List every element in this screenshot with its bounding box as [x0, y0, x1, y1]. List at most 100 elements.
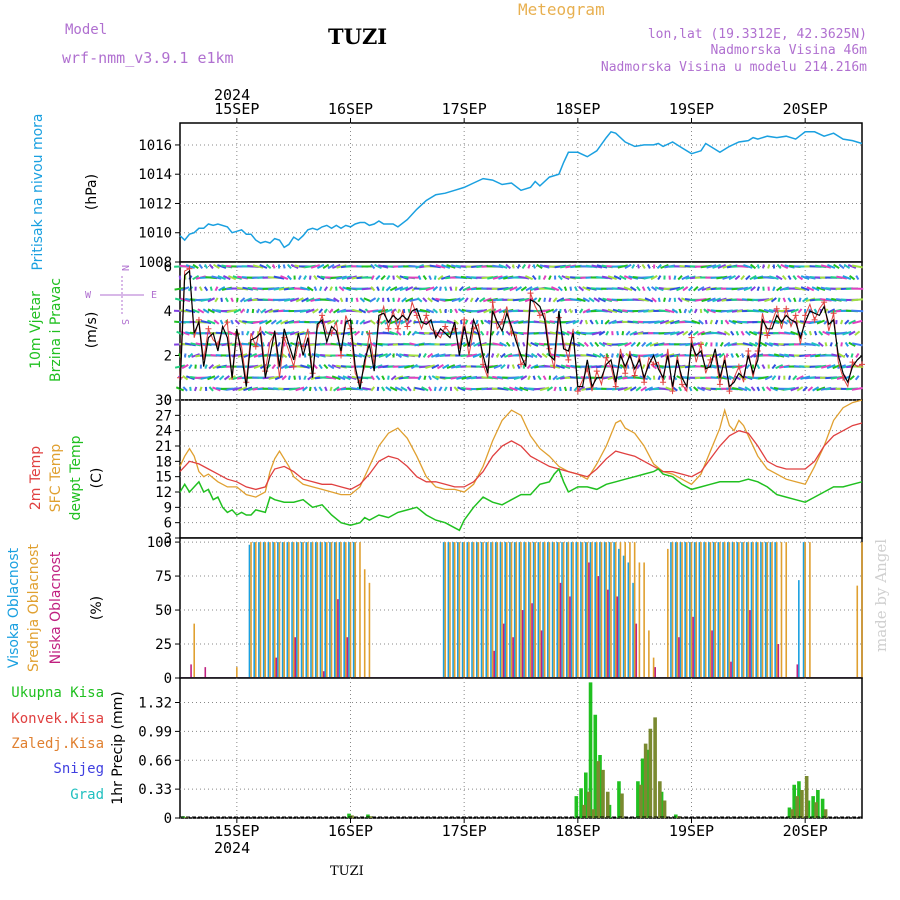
wind-arrow	[802, 386, 808, 392]
precip-conv-bar	[790, 809, 795, 818]
wind-arrow	[621, 331, 625, 336]
wind-arrow	[313, 286, 318, 292]
wind-arrow	[217, 275, 226, 281]
precip-conv-bar	[591, 809, 596, 818]
wind-arrow	[406, 386, 412, 392]
wind-arrow	[305, 308, 315, 314]
wind-gust-marker	[745, 348, 752, 355]
wind-arrow	[520, 286, 527, 292]
precip-conv-bar	[639, 784, 643, 818]
wind-arrow	[306, 286, 314, 292]
wind-arrow	[699, 308, 703, 314]
wind-arrow	[228, 275, 237, 281]
wind-arrow	[224, 297, 229, 303]
wind-arrow	[844, 352, 849, 358]
wind-arrow	[530, 352, 538, 359]
wind-arrow	[719, 341, 724, 347]
wind-arrow	[454, 308, 459, 314]
wind-arrow	[657, 275, 662, 281]
wind-arrow	[271, 364, 277, 370]
wind-arrow	[804, 342, 816, 347]
wind-arrow	[209, 286, 213, 291]
wind-arrow	[211, 275, 222, 280]
wind-arrow	[400, 319, 408, 325]
cloud-unit: (%)	[89, 596, 105, 620]
ytick-label: 0	[164, 671, 172, 687]
wind-arrow	[518, 297, 530, 302]
wind-arrow	[355, 297, 359, 303]
wind-arrow	[318, 386, 323, 392]
wind-gust-marker	[811, 316, 818, 323]
wind-arrow	[542, 275, 547, 281]
wind-arrow	[594, 319, 599, 325]
wind-arrow	[764, 341, 773, 347]
wind-arrow	[553, 386, 557, 392]
wind-gust-marker	[631, 372, 638, 379]
wind-arrow	[576, 297, 586, 303]
wind-gust-marker	[461, 316, 468, 323]
day-label-top: 17SEP	[442, 100, 487, 118]
wind-arrow	[431, 353, 440, 358]
t2m-line	[179, 422, 863, 491]
precip-legend-4: Grad	[70, 787, 104, 803]
wind-arrow	[831, 353, 842, 358]
wind-arrow	[750, 286, 756, 292]
wind-arrow	[811, 341, 821, 347]
ytick-label: 12	[155, 485, 172, 501]
wind-arrow	[644, 386, 654, 392]
wind-arrow	[677, 274, 683, 281]
wind-arrow	[612, 364, 623, 369]
wind-arrow	[701, 297, 712, 303]
wind-arrow	[645, 341, 653, 347]
wind-arrow	[676, 286, 685, 292]
wind-arrow	[714, 319, 719, 325]
wind-arrow	[492, 275, 503, 280]
wind-arrow	[696, 386, 706, 392]
wind-arrow	[512, 264, 515, 269]
wind-arrow	[613, 275, 622, 281]
model-altitude-label: Nadmorska Visina u modelu 214.216m	[601, 60, 867, 75]
wind-arrow	[649, 341, 659, 347]
wind-arrow	[358, 352, 367, 359]
wind-gust-marker	[290, 363, 297, 370]
wind-arrow	[230, 297, 234, 303]
wind-gust-marker	[281, 334, 288, 341]
wind-arrow	[401, 297, 407, 303]
year-top: 2024	[214, 86, 250, 104]
header: Model wrf-nmm_v3.9.1 e1km TUZI Meteogram…	[62, 0, 890, 879]
wind-arrow	[605, 330, 610, 336]
wind-arrow	[390, 375, 397, 381]
wind-arrow	[313, 386, 318, 392]
wind-arrow	[724, 319, 730, 325]
wind-arrow	[848, 341, 856, 347]
wind-gust-marker	[518, 361, 524, 368]
wind-arrow	[214, 297, 219, 303]
wind-arrow	[524, 297, 534, 303]
wind-arrow	[251, 308, 255, 314]
ytick-label: 1008	[138, 255, 172, 271]
wind-gust-marker	[669, 388, 676, 395]
wind-arrow	[743, 286, 753, 292]
wind-arrow	[657, 375, 662, 381]
precip-total-bar	[617, 781, 621, 818]
wind-arrow	[623, 275, 633, 281]
model-label: Model	[65, 22, 107, 38]
wind-arrow	[261, 342, 265, 347]
wind-arrow	[323, 308, 328, 314]
wind-arrow	[851, 342, 863, 347]
wind-arrow	[687, 286, 694, 292]
precip-total-bar	[792, 784, 796, 818]
wind-arrow	[298, 353, 302, 358]
wind-arrow	[260, 308, 267, 314]
wind-arrow	[282, 264, 286, 269]
wind-arrow	[221, 331, 233, 336]
wind-arrow	[289, 297, 300, 303]
wind-arrow	[200, 375, 212, 380]
wind-arrow	[446, 319, 456, 325]
wind-arrow	[375, 275, 381, 281]
wind-direction-barbs	[173, 263, 864, 392]
wind-arrow	[266, 342, 271, 347]
wind-arrow	[457, 308, 465, 314]
wind-arrow	[769, 275, 779, 280]
wind-arrow	[394, 286, 404, 292]
